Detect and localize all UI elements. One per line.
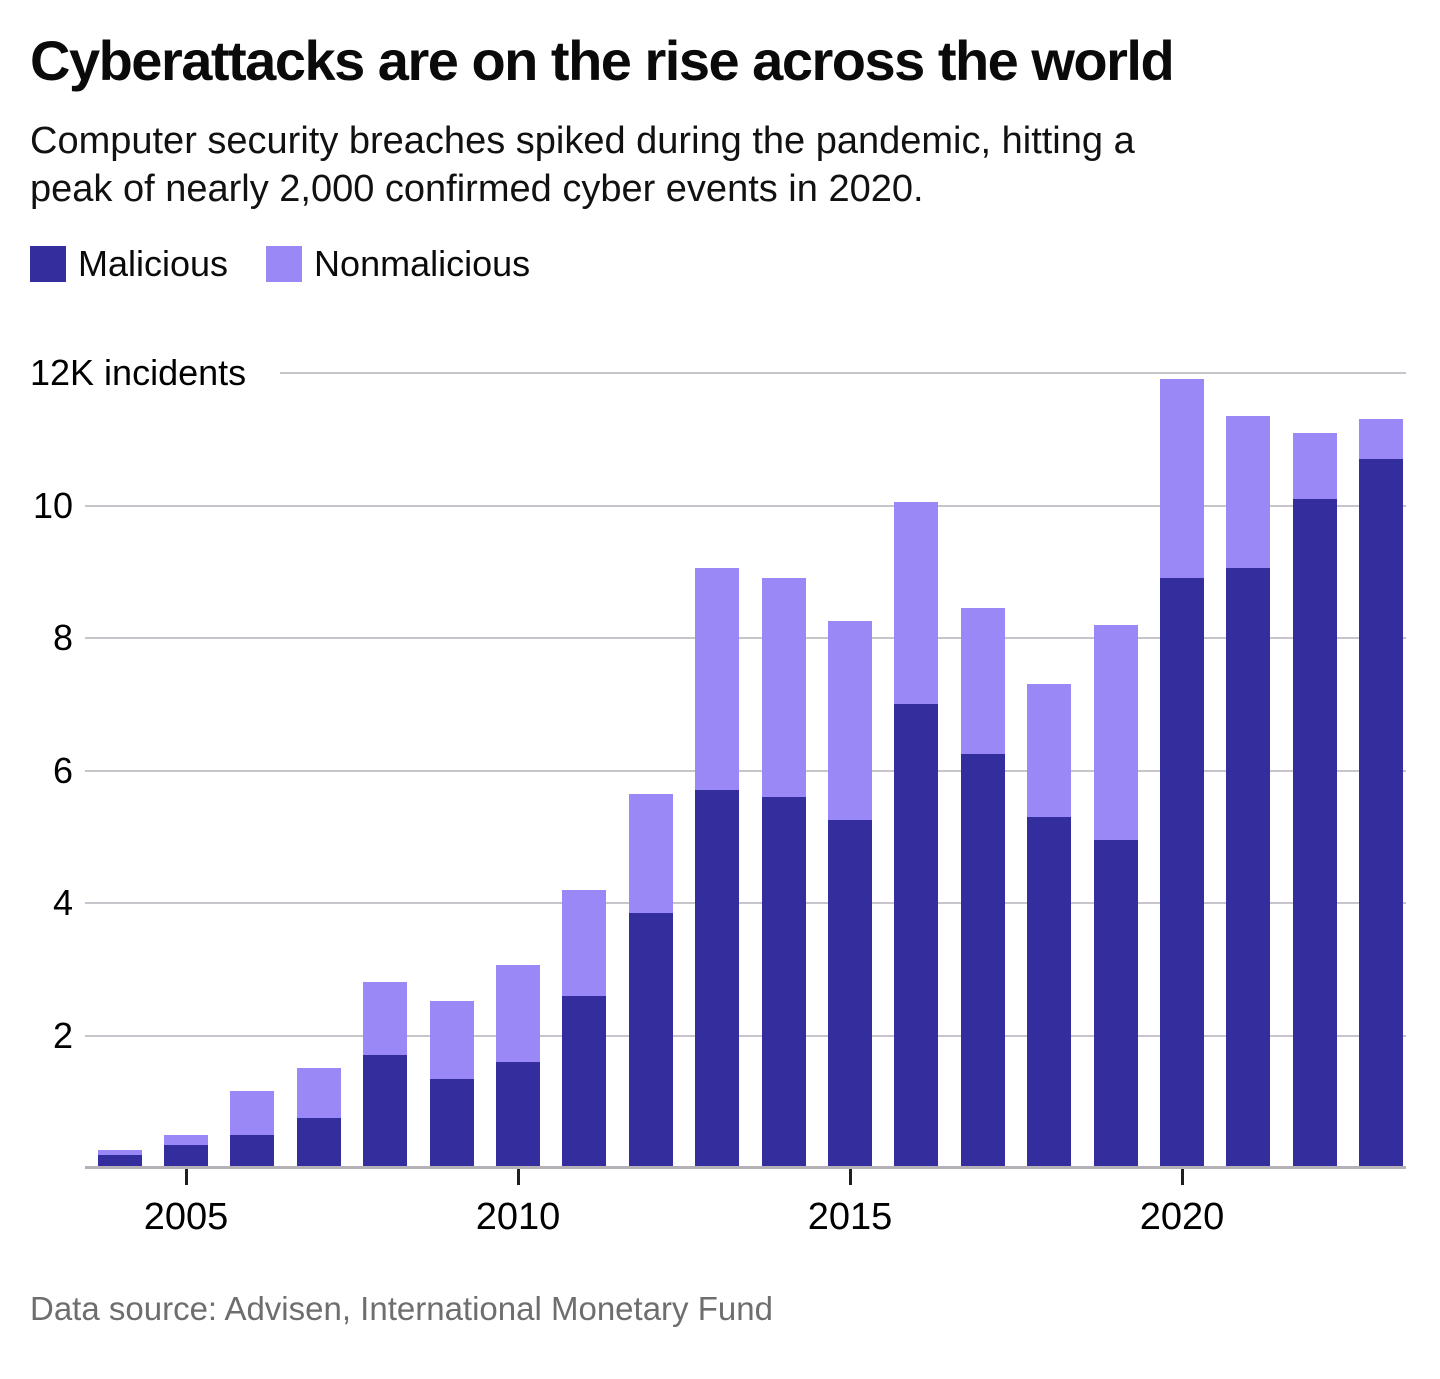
x-tick-2010 (516, 1169, 520, 1185)
bar-2017 (960, 608, 1005, 1168)
nonmalicious-segment-2012 (628, 794, 673, 913)
x-axis-label-2015: 2015 (807, 1196, 893, 1238)
nonmalicious-segment-2020 (1160, 379, 1204, 578)
legend-item-nonmalicious: Nonmalicious (266, 243, 530, 285)
malicious-segment-2004 (97, 1155, 142, 1168)
bar-2008 (363, 982, 408, 1168)
nonmalicious-segment-2018 (1027, 684, 1072, 817)
y-axis-max-label: 12K incidents (30, 352, 247, 393)
gridline-12k (280, 372, 1406, 374)
malicious-segment-2018 (1027, 817, 1072, 1168)
legend: Malicious Nonmalicious (30, 243, 530, 285)
bar-2013 (695, 568, 740, 1168)
malicious-segment-2011 (562, 996, 607, 1168)
nonmalicious-segment-2013 (695, 568, 740, 790)
malicious-segment-2013 (695, 790, 740, 1168)
bar-2018 (1027, 684, 1072, 1168)
nonmalicious-segment-2019 (1093, 625, 1138, 840)
bar-2004 (97, 1150, 142, 1168)
y-axis-label-10k: 10 (32, 484, 73, 526)
bar-2023 (1359, 419, 1404, 1168)
x-axis-label-2010: 2010 (475, 1196, 561, 1238)
nonmalicious-segment-2014 (761, 578, 806, 797)
nonmalicious-segment-2005 (164, 1135, 208, 1145)
bar-2015 (828, 621, 872, 1168)
bar-2007 (296, 1068, 341, 1168)
nonmalicious-segment-2017 (960, 608, 1005, 754)
malicious-segment-2012 (628, 913, 673, 1168)
x-tick-2015 (848, 1169, 852, 1185)
bar-2005 (164, 1135, 208, 1168)
malicious-segment-2007 (296, 1118, 341, 1168)
y-axis-label-4k: 4 (52, 882, 73, 923)
gridline-2k (85, 1034, 1406, 1037)
malicious-segment-2020 (1160, 578, 1204, 1168)
bar-2022 (1292, 433, 1337, 1168)
nonmalicious-segment-2006 (230, 1091, 275, 1135)
y-axis-label-2k: 2 (52, 1014, 73, 1056)
malicious-swatch (30, 246, 66, 282)
bar-2016 (894, 502, 939, 1168)
x-axis-label-2020: 2020 (1139, 1196, 1225, 1238)
malicious-segment-2022 (1292, 499, 1337, 1168)
bar-2006 (230, 1091, 275, 1168)
chart-subtitle: Computer security breaches spiked during… (30, 120, 1135, 210)
nonmalicious-segment-2004 (97, 1150, 142, 1155)
malicious-segment-2019 (1093, 840, 1138, 1168)
bar-2014 (761, 578, 806, 1168)
nonmalicious-swatch (266, 246, 303, 282)
data-source: Data source: Advisen, International Mone… (30, 1290, 773, 1327)
malicious-segment-2015 (828, 820, 872, 1168)
x-tick-2005 (184, 1169, 188, 1185)
malicious-segment-2010 (496, 1062, 540, 1168)
bar-2021 (1226, 416, 1271, 1168)
gridline-4k (85, 902, 1406, 904)
malicious-segment-2023 (1359, 459, 1404, 1168)
nonmalicious-segment-2016 (894, 502, 939, 704)
x-axis-label-2005: 2005 (143, 1196, 229, 1238)
bar-2010 (496, 965, 540, 1168)
nonmalicious-segment-2015 (828, 621, 872, 820)
malicious-segment-2014 (761, 797, 806, 1168)
bar-2019 (1093, 625, 1138, 1168)
nonmalicious-segment-2010 (496, 965, 540, 1062)
gridline-8k (85, 637, 1406, 639)
nonmalicious-segment-2022 (1292, 433, 1337, 499)
nonmalicious-segment-2011 (562, 890, 607, 996)
legend-item-malicious: Malicious (30, 243, 228, 285)
legend-label-nonmalicious: Nonmalicious (314, 243, 531, 284)
x-axis-line (85, 1166, 1406, 1169)
y-axis-label-8k: 8 (52, 617, 73, 658)
nonmalicious-segment-2023 (1359, 419, 1404, 459)
nonmalicious-segment-2021 (1226, 416, 1271, 568)
nonmalicious-segment-2007 (296, 1068, 341, 1118)
bar-2009 (429, 1001, 474, 1168)
nonmalicious-segment-2008 (363, 982, 408, 1055)
bar-2012 (628, 794, 673, 1168)
gridline-10k (85, 504, 1406, 507)
malicious-segment-2005 (164, 1145, 208, 1168)
gridline-6k (85, 769, 1406, 772)
malicious-segment-2008 (363, 1055, 408, 1168)
malicious-segment-2016 (894, 704, 939, 1168)
nonmalicious-segment-2009 (429, 1001, 474, 1079)
x-tick-2020 (1180, 1169, 1184, 1185)
malicious-segment-2021 (1226, 568, 1271, 1168)
y-axis-label-6k: 6 (52, 749, 73, 791)
bar-2011 (562, 890, 607, 1168)
bar-2020 (1160, 379, 1204, 1168)
chart-title: Cyberattacks are on the rise across the … (30, 29, 1175, 92)
malicious-segment-2017 (960, 754, 1005, 1168)
legend-label-malicious: Malicious (78, 243, 229, 284)
malicious-segment-2009 (429, 1079, 474, 1168)
malicious-segment-2006 (230, 1135, 275, 1168)
